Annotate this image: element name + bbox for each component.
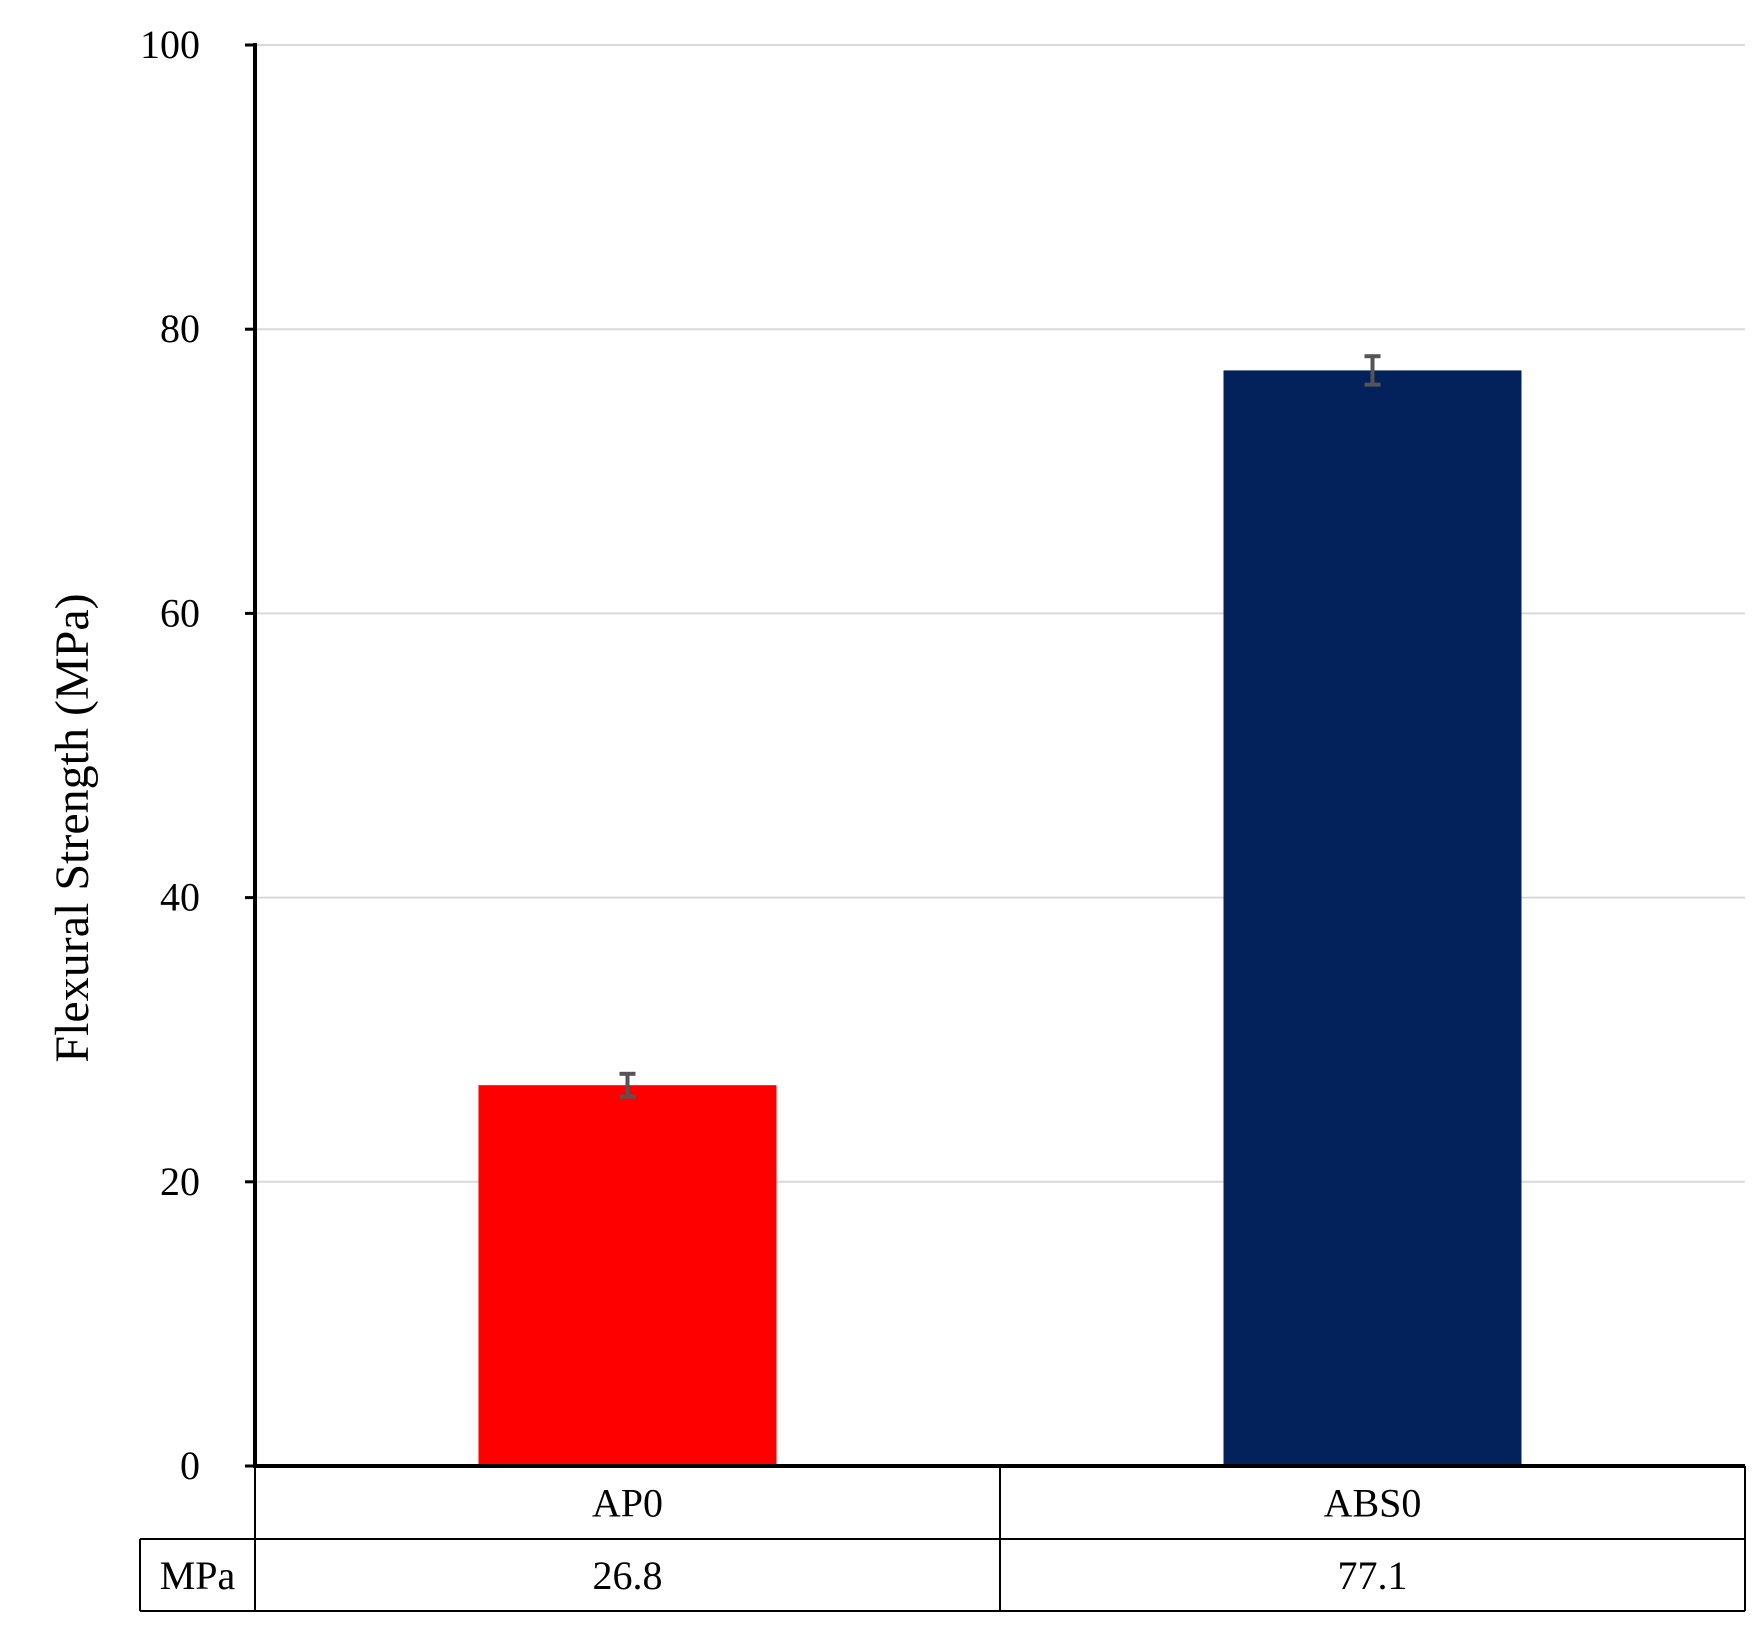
table-row-label: MPa bbox=[160, 1553, 236, 1598]
y-axis-title: Flexural Strength (MPa) bbox=[46, 593, 99, 1062]
bar-ap0 bbox=[478, 1085, 777, 1466]
x-category-label: ABS0 bbox=[1324, 1481, 1422, 1526]
table-value: 26.8 bbox=[593, 1553, 663, 1598]
bars bbox=[478, 354, 1522, 1467]
table-value: 77.1 bbox=[1338, 1553, 1408, 1598]
y-tick-labels: 0 20 40 60 80 100 bbox=[140, 22, 255, 1488]
bar-abs0 bbox=[1223, 370, 1522, 1467]
y-tick-label: 80 bbox=[160, 306, 200, 351]
y-tick-label: 20 bbox=[160, 1159, 200, 1204]
y-tick-label: 100 bbox=[140, 22, 200, 67]
y-tick-label: 0 bbox=[180, 1443, 200, 1488]
x-category-label: AP0 bbox=[592, 1481, 663, 1526]
y-tick-label: 40 bbox=[160, 875, 200, 920]
data-table: AP0 26.8 ABS0 77.1 MPa bbox=[139, 1466, 1746, 1612]
y-tick-label: 60 bbox=[160, 590, 200, 635]
